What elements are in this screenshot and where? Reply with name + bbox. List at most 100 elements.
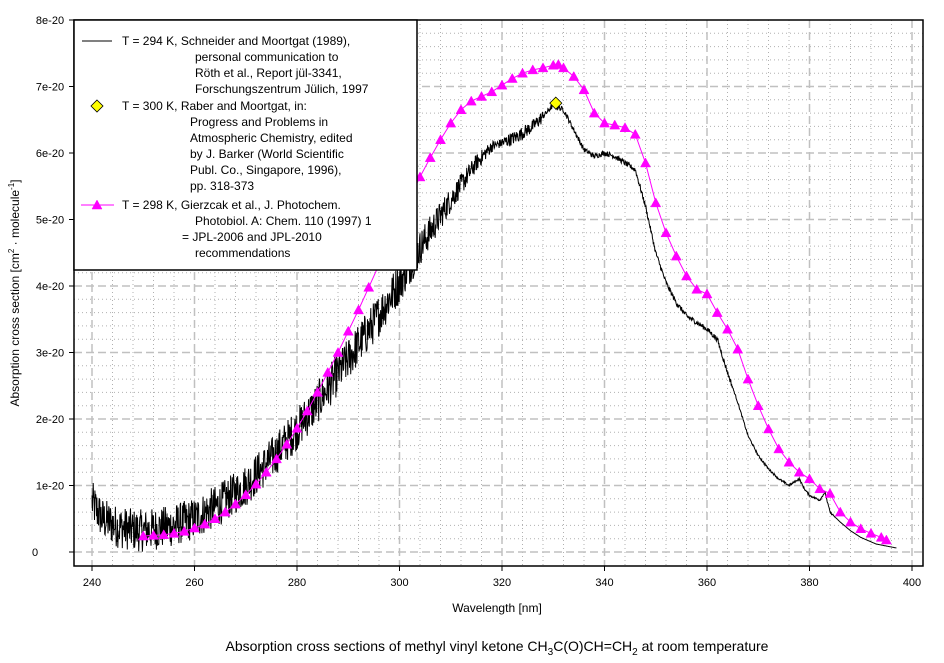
data-point-triangle — [834, 506, 846, 517]
data-point-triangle — [773, 443, 785, 454]
legend-swatch-diamond — [90, 99, 104, 113]
legend-text-line: Photobiol. A: Chem. 110 (1997) 1 — [195, 214, 372, 228]
series-layer — [91, 59, 897, 552]
data-point-triangle — [588, 107, 600, 118]
data-point-triangle — [148, 529, 159, 540]
data-point-triangle — [424, 152, 436, 162]
data-point-triangle — [619, 122, 631, 132]
y-axis-title-suffix: ] — [8, 179, 22, 182]
x-tick-label: 240 — [83, 577, 101, 589]
y-axis-title-sup1: 2 — [7, 248, 16, 253]
x-tick-label: 360 — [698, 577, 716, 589]
data-point-triangle — [568, 71, 580, 81]
data-point-triangle — [281, 438, 293, 449]
x-tick-label: 380 — [800, 577, 818, 589]
y-axis-title: Absorption cross section [cm2 · molecule… — [7, 179, 22, 406]
series-gierzcak-et-al- — [137, 59, 892, 545]
legend-text-line: Röth et al., Report jül-3341, — [195, 66, 342, 80]
data-point-triangle — [137, 530, 149, 541]
data-point-triangle — [158, 529, 170, 539]
data-point-triangle — [670, 250, 682, 261]
data-point-triangle — [742, 373, 754, 384]
y-tick-label: 5e-20 — [36, 215, 64, 227]
legend-text-line: Forschungszentrum Jülich, 1997 — [195, 82, 369, 96]
data-point-triangle — [178, 525, 190, 536]
data-point-triangle — [558, 62, 569, 73]
data-point-triangle — [219, 506, 231, 517]
data-point-triangle — [465, 95, 477, 106]
data-point-triangle — [763, 423, 774, 434]
legend-text-line: by J. Barker (World Scientific — [190, 147, 344, 161]
data-point-triangle — [486, 86, 498, 97]
x-tick-label: 260 — [185, 577, 203, 589]
data-point-diamond — [549, 96, 563, 110]
data-point-triangle — [845, 516, 856, 527]
legend-text-line: Publ. Co., Singapore, 1996), — [190, 163, 341, 177]
data-point-triangle — [506, 73, 518, 83]
y-tick-label: 0 — [32, 547, 38, 559]
y-tick-label: 4e-20 — [36, 281, 64, 293]
plot-frame — [73, 19, 924, 567]
y-axis-title-mid: · molecule — [8, 190, 22, 249]
data-point-triangle — [168, 527, 180, 538]
data-point-triangle — [691, 283, 703, 294]
data-point-triangle — [209, 513, 221, 523]
data-point-triangle — [711, 307, 723, 317]
x-tick-label: 320 — [493, 577, 511, 589]
data-point-triangle — [455, 104, 467, 115]
data-point-triangle — [783, 456, 795, 467]
y-axis: 0 1e-20 2e-20 3e-20 4e-20 5e-20 6e-20 7e-20 8e-2… — [32, 15, 74, 559]
legend-entry-gierzcak: T = 298 K, Gierzcak et al., J. Photochem… — [122, 198, 372, 260]
data-point-triangle — [722, 323, 733, 334]
caption-sub1: 3 — [548, 647, 554, 658]
data-point-triangle — [793, 466, 805, 477]
triangle-icon — [91, 199, 103, 210]
data-point-triangle — [681, 270, 692, 281]
data-point-triangle — [496, 79, 508, 90]
legend-text-line: personal communication to — [195, 50, 339, 64]
data-point-triangle — [732, 343, 744, 354]
diamond-icon — [90, 99, 104, 113]
x-axis: 240 260 280 300 320 340 360 380 400 — [83, 566, 921, 589]
caption-mid: C(O)CH=CH — [553, 638, 632, 654]
data-point-triangle — [609, 119, 621, 130]
y-tick-label: 1e-20 — [36, 481, 64, 493]
data-point-triangle — [578, 84, 590, 95]
chart-caption: Absorption cross sections of methyl viny… — [226, 638, 769, 658]
data-point-triangle — [527, 64, 539, 75]
y-tick-label: 8e-20 — [36, 15, 64, 27]
data-point-triangle — [855, 523, 867, 533]
y-tick-label: 2e-20 — [36, 414, 64, 426]
caption-prefix: Absorption cross sections of methyl viny… — [226, 638, 548, 654]
data-point-triangle — [260, 466, 272, 477]
data-point-triangle — [342, 325, 354, 336]
data-point-triangle — [537, 62, 549, 73]
y-axis-title-sup2: -1 — [7, 182, 16, 190]
data-point-triangle — [312, 386, 323, 397]
legend-swatch-triangle — [91, 199, 103, 210]
grid-minor — [74, 20, 923, 566]
legend-box — [73, 19, 418, 271]
y-tick-label: 3e-20 — [36, 348, 64, 360]
data-point-triangle — [199, 518, 211, 529]
data-point-triangle — [640, 157, 651, 168]
legend-text-line: T = 298 K, Gierzcak et al., J. Photochem… — [122, 198, 341, 212]
data-point-triangle — [517, 67, 528, 78]
data-point-triangle — [752, 400, 764, 410]
data-point-triangle — [322, 366, 334, 377]
y-tick-label: 6e-20 — [36, 148, 64, 160]
data-point-triangle — [271, 453, 282, 464]
data-point-triangle — [240, 489, 252, 500]
x-tick-label: 340 — [595, 577, 613, 589]
data-point-triangle — [353, 304, 364, 315]
data-point-triangle — [629, 128, 641, 139]
legend-entry-raber: T = 300 K, Raber and Moortgat, in: Progre… — [122, 99, 353, 193]
caption-suffix: at room temperature — [638, 638, 769, 654]
data-point-triangle — [189, 522, 200, 533]
data-point-triangle — [250, 478, 262, 489]
legend-entry-schneider: T = 294 K, Schneider and Moortgat (1989)… — [122, 34, 369, 96]
data-point-triangle — [599, 117, 610, 128]
x-tick-label: 280 — [288, 577, 306, 589]
legend-text-line: = JPL-2006 and JPL-2010 — [182, 230, 322, 244]
